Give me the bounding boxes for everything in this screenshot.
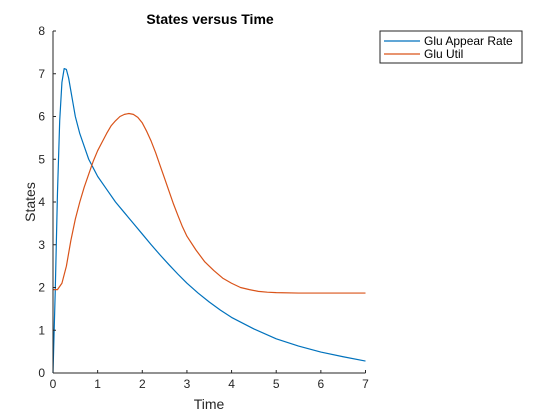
x-tick-label: 7	[362, 377, 369, 391]
x-tick-label: 5	[273, 377, 280, 391]
y-tick-label: 4	[38, 195, 45, 209]
y-tick-label: 0	[38, 366, 45, 380]
chart-title: States versus Time	[146, 11, 274, 27]
y-tick-label: 6	[38, 110, 45, 124]
x-tick-label: 1	[94, 377, 101, 391]
x-tick-label: 0	[50, 377, 57, 391]
y-tick-label: 7	[38, 67, 45, 81]
x-axis-label: Time	[194, 396, 225, 412]
series-line-glu-util	[53, 112, 366, 294]
legend-label-glu-util: Glu Util	[424, 47, 463, 61]
y-tick-label: 3	[38, 238, 45, 252]
x-tick-group: 0 1 2 3 4 5 6 7	[50, 370, 369, 391]
plot-area: 0 1 2 3 4 5 6 7 0 1 2 3 4 5 6 7 8	[38, 24, 369, 391]
y-tick-label: 2	[38, 281, 45, 295]
y-axis-label: States	[22, 182, 38, 222]
y-tick-group: 0 1 2 3 4 5 6 7 8	[38, 24, 56, 380]
legend-label-glu-appear-rate: Glu Appear Rate	[424, 34, 513, 48]
y-tick-label: 8	[38, 24, 45, 38]
x-tick-label: 4	[228, 377, 235, 391]
legend[interactable]: Glu Appear Rate Glu Util	[379, 30, 523, 64]
series-layer	[52, 68, 366, 374]
x-tick-label: 2	[139, 377, 146, 391]
x-tick-label: 3	[184, 377, 191, 391]
x-tick-label: 6	[318, 377, 325, 391]
y-tick-label: 1	[38, 323, 45, 337]
legend-box	[379, 30, 523, 64]
series-line-glu-appear-rate	[52, 68, 366, 374]
y-tick-label: 5	[38, 152, 45, 166]
